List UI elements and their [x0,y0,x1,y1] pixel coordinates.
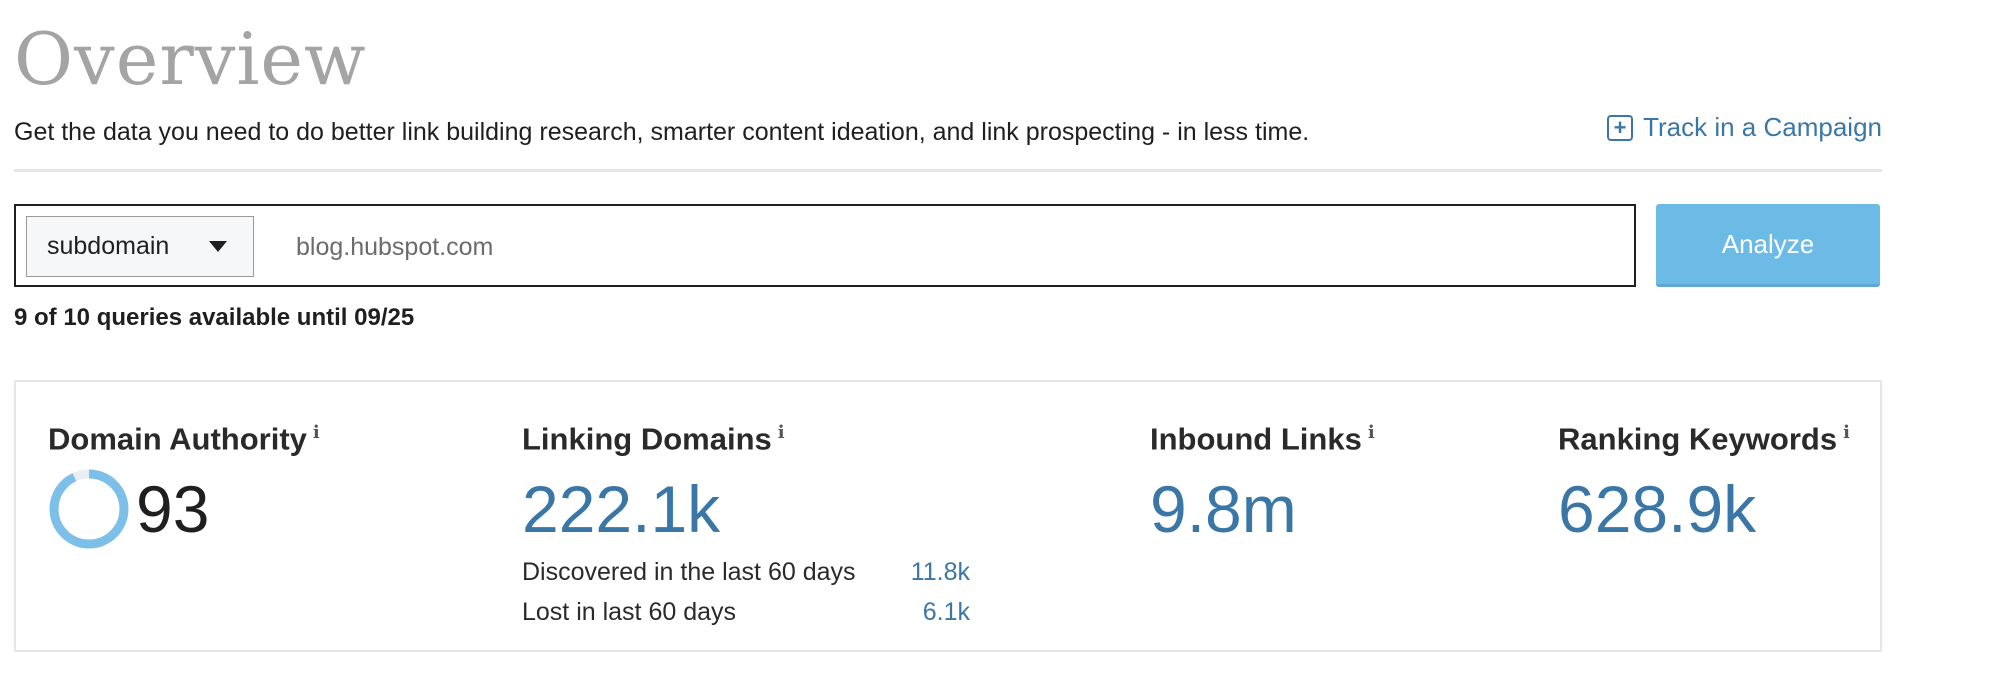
linking-domains-label: Linking Domains [522,421,772,457]
page-title: Overview [14,17,367,101]
caret-down-icon [209,241,227,252]
domain-authority-ring [49,469,129,549]
inbound-links-value: 9.8m [1150,472,1297,547]
domain-authority-label: Domain Authority [48,421,307,457]
metric-inbound-links: Inbound Links i 9.8m [1150,410,1375,550]
linking-domains-value: 222.1k [522,472,721,547]
ranking-keywords-value: 628.9k [1558,472,1757,547]
info-icon[interactable]: i [312,422,320,443]
info-icon[interactable]: i [1843,422,1850,443]
metric-linking-domains: Linking Domains i 222.1k Discovered in th… [522,410,970,632]
page-subtitle: Get the data you need to do better link … [14,118,1310,146]
lost-label: Lost in last 60 days [522,598,737,627]
metric-label: Domain Authority i [48,410,320,462]
domain-authority-value: 93 [136,472,210,547]
info-icon[interactable]: i [777,422,785,443]
domain-input[interactable] [294,216,1618,279]
domain-authority-ring-arc [49,469,129,549]
header-divider [14,169,1882,172]
discovered-label: Discovered in the last 60 days [522,558,856,587]
metric-label: Ranking Keywords i [1558,410,1850,462]
metrics-panel: Domain Authority i 93 Linking Domains i 22… [14,380,1882,652]
ranking-keywords-label: Ranking Keywords [1558,421,1838,457]
domain-authority-row: 93 [48,468,320,550]
track-in-campaign-link[interactable]: + Track in a Campaign [1607,112,1882,143]
metric-domain-authority: Domain Authority i 93 [48,410,320,550]
lost-row: Lost in last 60 days 6.1k [522,592,970,632]
search-bar: subdomain [14,204,1636,287]
lost-value[interactable]: 6.1k [922,598,970,627]
scope-select-value: subdomain [47,232,170,260]
discovered-row: Discovered in the last 60 days 11.8k [522,552,970,592]
linking-domains-substats: Discovered in the last 60 days 11.8k Los… [522,552,970,632]
query-quota-text: 9 of 10 queries available until 09/25 [14,304,415,331]
discovered-value[interactable]: 11.8k [910,558,970,587]
metric-ranking-keywords: Ranking Keywords i 628.9k [1558,410,1850,550]
analyze-button[interactable]: Analyze [1656,204,1880,287]
track-in-campaign-label: Track in a Campaign [1643,112,1882,142]
metric-label: Linking Domains i [522,410,970,462]
scope-select[interactable]: subdomain [26,216,254,277]
inbound-links-label: Inbound Links [1150,421,1362,457]
info-icon[interactable]: i [1367,422,1375,443]
plus-square-icon: + [1607,114,1634,141]
metric-label: Inbound Links i [1150,410,1375,462]
